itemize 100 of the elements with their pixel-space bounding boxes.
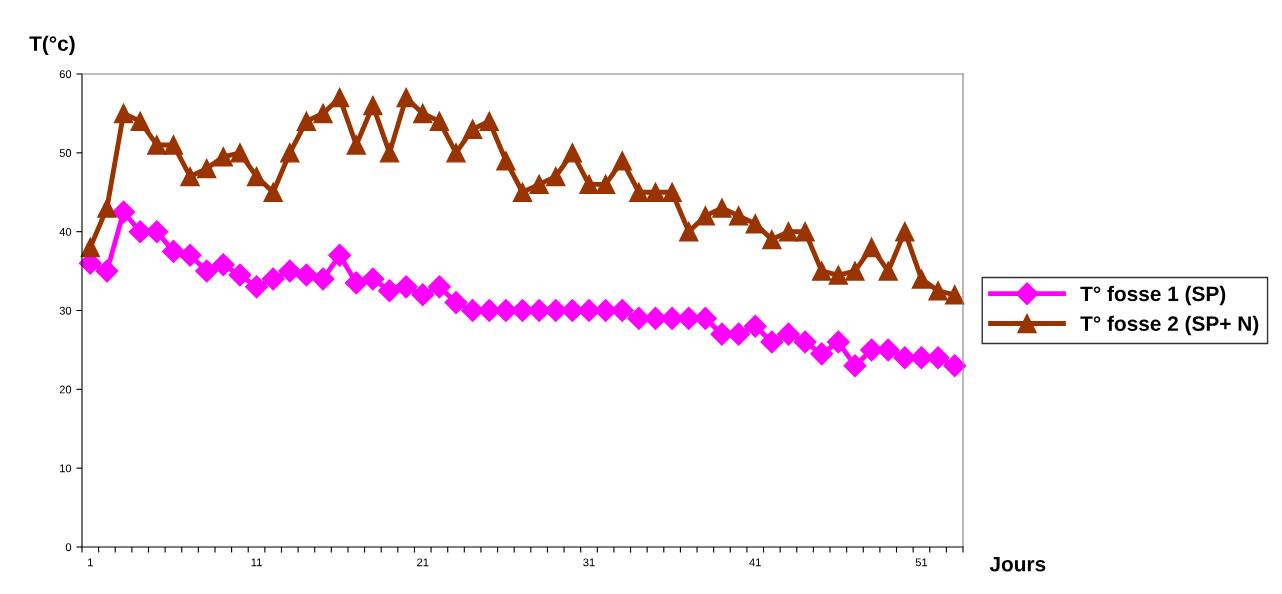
x-tick-label: 41 xyxy=(749,558,761,567)
y-axis-title: T(°c) xyxy=(29,35,75,56)
point xyxy=(496,150,516,171)
point xyxy=(612,150,632,171)
point xyxy=(795,221,815,242)
point xyxy=(679,221,699,242)
point xyxy=(278,259,302,283)
point xyxy=(629,182,649,202)
point xyxy=(546,166,566,187)
point xyxy=(926,346,950,370)
point xyxy=(828,265,849,285)
point xyxy=(845,261,865,281)
point xyxy=(762,229,782,250)
point xyxy=(178,243,202,267)
point xyxy=(811,261,832,281)
x-tick-label: 11 xyxy=(251,558,262,567)
legend-label: T° fosse 1 (SP) xyxy=(1080,285,1226,306)
point xyxy=(712,198,732,218)
point xyxy=(861,237,882,258)
point xyxy=(328,243,352,267)
point xyxy=(363,95,383,116)
point xyxy=(80,237,101,258)
point xyxy=(313,103,333,124)
y-tick-label: 30 xyxy=(59,306,72,315)
point xyxy=(130,111,150,132)
point xyxy=(145,220,169,244)
point xyxy=(843,354,867,378)
point xyxy=(743,314,767,338)
point xyxy=(213,147,234,167)
x-tick-label: 21 xyxy=(417,558,429,567)
point xyxy=(261,267,285,291)
point xyxy=(928,281,948,301)
point xyxy=(895,221,915,242)
point xyxy=(311,267,335,291)
y-tick-label: 60 xyxy=(59,70,72,79)
x-tick-label: 31 xyxy=(583,558,595,567)
point xyxy=(161,239,185,263)
point xyxy=(113,103,134,124)
point xyxy=(911,269,932,289)
point xyxy=(595,174,616,195)
point xyxy=(562,143,583,163)
point xyxy=(479,111,499,132)
point xyxy=(645,182,666,202)
point xyxy=(246,166,267,187)
point xyxy=(296,111,317,132)
point xyxy=(147,135,167,155)
point xyxy=(943,354,967,378)
point xyxy=(196,158,217,179)
point xyxy=(876,338,900,362)
y-tick-label: 50 xyxy=(59,149,72,157)
point xyxy=(529,174,549,195)
point xyxy=(280,143,300,163)
point xyxy=(512,182,533,202)
point xyxy=(180,166,200,187)
point xyxy=(745,214,765,234)
x-axis-title: Jours xyxy=(989,556,1046,572)
point xyxy=(245,275,269,299)
point xyxy=(378,279,402,303)
point xyxy=(112,200,136,224)
point xyxy=(727,322,751,346)
x-tick-label: 51 xyxy=(915,558,928,567)
point xyxy=(211,253,235,277)
point xyxy=(826,330,850,354)
x-tick-label: 1 xyxy=(88,558,93,567)
point xyxy=(760,330,784,354)
y-tick-label: 0 xyxy=(65,543,72,552)
point xyxy=(462,119,483,139)
point xyxy=(195,259,219,283)
point xyxy=(413,103,433,124)
point xyxy=(579,174,599,195)
point xyxy=(444,291,468,315)
point xyxy=(793,330,817,354)
y-tick-label: 10 xyxy=(60,464,72,473)
point xyxy=(396,87,416,108)
point xyxy=(776,322,800,346)
point xyxy=(662,182,682,202)
point xyxy=(695,206,716,226)
point xyxy=(728,206,749,226)
point xyxy=(427,275,451,299)
legend-label: T° fosse 2 (SP+ N) xyxy=(1080,315,1259,336)
point xyxy=(429,111,450,132)
point xyxy=(361,267,385,291)
point xyxy=(411,283,435,307)
point xyxy=(344,271,368,295)
point xyxy=(163,135,184,155)
point xyxy=(230,143,250,163)
point xyxy=(228,263,252,287)
point xyxy=(95,259,119,283)
point xyxy=(329,87,350,108)
point xyxy=(810,342,834,366)
point xyxy=(446,143,466,163)
point xyxy=(778,221,799,242)
point xyxy=(944,285,965,305)
y-tick-label: 40 xyxy=(59,227,72,236)
point xyxy=(878,261,898,281)
point xyxy=(263,182,283,202)
point xyxy=(97,198,117,218)
point xyxy=(394,275,418,299)
point xyxy=(379,143,400,163)
point xyxy=(294,263,318,287)
